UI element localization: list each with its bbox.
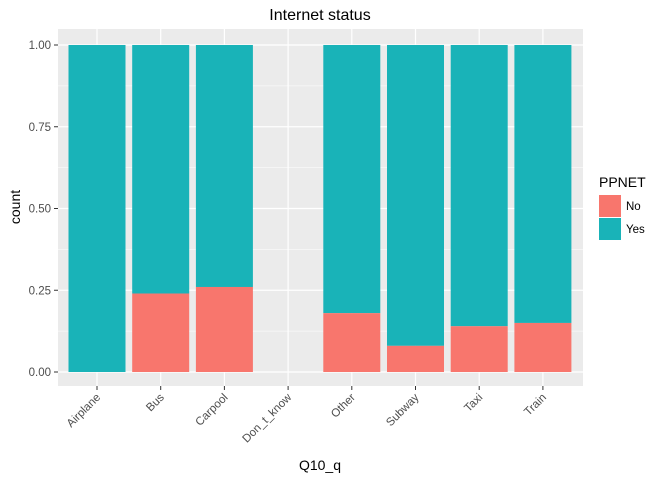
legend: PPNET No Yes <box>599 174 646 240</box>
bar-no-other <box>323 313 381 372</box>
bar-yes-taxi <box>450 45 508 327</box>
bar-no-carpool <box>195 286 253 372</box>
legend-key-yes <box>599 218 621 240</box>
x-tick-label: Airplane <box>65 392 103 430</box>
y-tick-label: 0.75 <box>29 122 51 134</box>
x-axis-title: Q10_q <box>299 457 341 473</box>
bars <box>68 45 572 372</box>
legend-label-yes: Yes <box>626 224 645 236</box>
bar-yes-other <box>323 45 381 314</box>
y-tick-label: 0.00 <box>29 367 51 379</box>
x-tick-label: Other <box>329 392 358 421</box>
legend-label-no: No <box>626 201 641 213</box>
y-axis: 0.00 0.25 0.50 0.75 1.00 <box>29 40 58 379</box>
legend-title: PPNET <box>599 174 646 190</box>
bar-yes-subway <box>387 45 444 346</box>
bar-yes-carpool <box>195 45 253 287</box>
bar-yes-bus <box>132 45 190 294</box>
bar-yes-train <box>514 45 572 323</box>
bar-no-subway <box>387 345 444 372</box>
y-axis-title: count <box>7 190 23 224</box>
y-tick-label: 0.25 <box>29 285 51 297</box>
chart-title: Internet status <box>269 7 370 24</box>
x-axis: Airplane Bus Carpool Don_t_know Other Subway T… <box>65 386 549 445</box>
x-tick-label: Don_t_know <box>241 391 295 445</box>
x-tick-label: Subway <box>384 391 422 429</box>
y-tick-label: 0.50 <box>29 204 51 216</box>
legend-key-no <box>599 195 621 217</box>
bar-no-taxi <box>450 326 508 372</box>
bar-no-train <box>514 322 572 372</box>
bar-no-bus <box>132 293 190 372</box>
x-tick-label: Taxi <box>462 392 485 415</box>
x-tick-label: Bus <box>144 391 167 414</box>
x-tick-label: Train <box>522 392 549 419</box>
x-tick-label: Carpool <box>194 392 231 429</box>
y-tick-label: 1.00 <box>29 40 51 52</box>
bar-yes-airplane <box>68 45 126 372</box>
